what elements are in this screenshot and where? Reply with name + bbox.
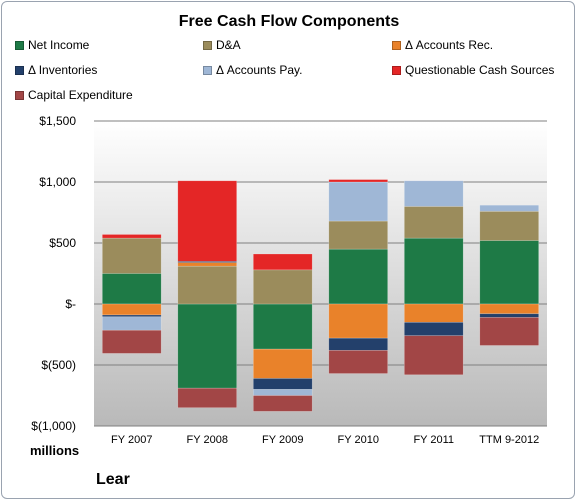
bar-segment	[404, 237, 464, 305]
bar-segment	[102, 329, 162, 354]
plot-background	[94, 121, 547, 426]
bar-segment	[404, 180, 464, 207]
bar-segment	[328, 303, 388, 339]
bar-segment	[328, 220, 388, 250]
legend-item: Questionable Cash Sources	[392, 63, 554, 77]
bar-segment	[479, 317, 539, 346]
bar-segment	[177, 303, 237, 389]
legend-item: Capital Expenditure	[15, 88, 133, 102]
legend-label: Δ Accounts Pay.	[216, 63, 303, 77]
company-label: Lear	[96, 471, 130, 488]
x-tick-label: TTM 9-2012	[479, 434, 539, 446]
legend-swatch	[15, 90, 24, 100]
legend-label: Δ Accounts Rec.	[405, 38, 494, 52]
bar-segment	[102, 316, 162, 331]
legend-label: Net Income	[28, 38, 90, 52]
bar-segment	[177, 387, 237, 408]
bar-segment	[479, 240, 539, 305]
bar-segment	[102, 237, 162, 274]
y-tick-label: $1,500	[39, 114, 76, 128]
y-tick-label: $1,000	[39, 175, 76, 189]
legend-swatch	[203, 65, 212, 75]
y-tick-label: $(500)	[41, 358, 76, 372]
bar-segment	[253, 348, 313, 379]
bar-segment	[253, 253, 313, 271]
x-tick-label: FY 2007	[111, 434, 152, 446]
legend-label: Questionable Cash Sources	[405, 63, 555, 77]
bar-segment	[404, 335, 464, 376]
y-tick-label: $500	[49, 236, 76, 250]
bar-segment	[102, 234, 162, 239]
bar-segment	[253, 269, 313, 305]
legend-item: Δ Accounts Pay.	[203, 63, 303, 77]
legend-label: D&A	[216, 38, 241, 52]
bar-segment	[328, 179, 388, 183]
bar-segment	[253, 303, 313, 350]
y-tick-label: $(1,000)	[31, 419, 76, 433]
chart-title: Free Cash Flow Components	[178, 13, 400, 30]
bar-segment	[479, 204, 539, 212]
x-tick-label: FY 2010	[338, 434, 379, 446]
bar-segment	[479, 210, 539, 241]
legend-item: Δ Accounts Rec.	[392, 38, 493, 52]
legend-item: D&A	[203, 38, 241, 52]
legend-swatch	[392, 65, 401, 75]
bar-segment	[102, 303, 162, 316]
legend-swatch	[392, 40, 401, 50]
bar-segment	[479, 303, 539, 315]
bar-segment	[404, 206, 464, 239]
y-tick-label: $-	[65, 297, 76, 311]
bar-segment	[328, 181, 388, 222]
bar-segment	[177, 180, 237, 262]
bar-segment	[404, 321, 464, 337]
bar-segment	[479, 313, 539, 318]
bar-segment	[177, 265, 237, 305]
bar-segment	[404, 303, 464, 323]
bar-segment	[328, 350, 388, 374]
x-tick-label: FY 2008	[187, 434, 228, 446]
bar-segment	[253, 389, 313, 396]
bar-segment	[177, 262, 237, 267]
legend-swatch	[15, 65, 24, 75]
legend-swatch	[15, 40, 24, 50]
units-label: millions	[30, 443, 80, 458]
x-tick-label: FY 2009	[262, 434, 303, 446]
bar-segment	[253, 395, 313, 412]
bar-segment	[253, 378, 313, 390]
x-tick-label: FY 2011	[413, 434, 454, 446]
legend-label: Δ Inventories	[28, 63, 98, 77]
legend-swatch	[203, 40, 212, 50]
legend-item: Net Income	[15, 38, 89, 52]
legend-label: Capital Expenditure	[28, 88, 133, 102]
bar-segment	[328, 248, 388, 305]
bar-segment	[328, 337, 388, 351]
bar-segment	[102, 273, 162, 305]
legend-item: Δ Inventories	[15, 63, 97, 77]
